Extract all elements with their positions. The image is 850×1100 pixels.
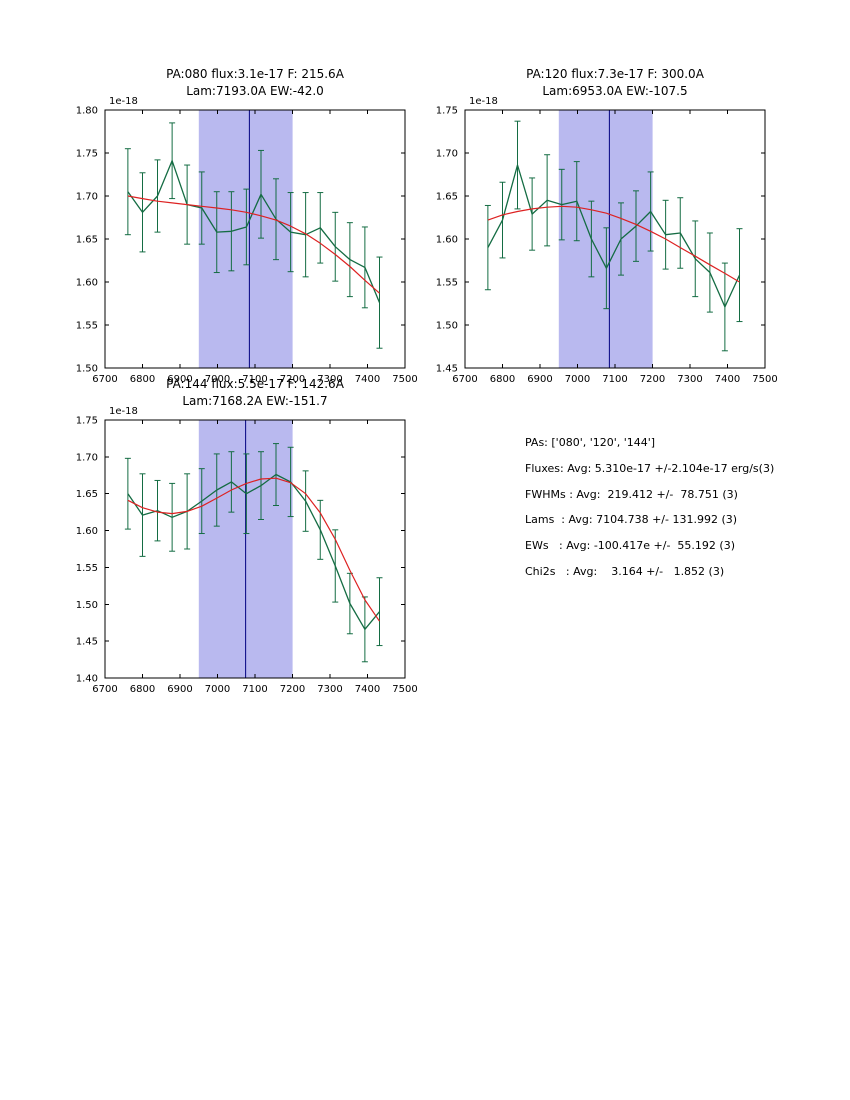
plot-title-line1: PA:144 flux:5.5e-17 F: 142.6A	[166, 377, 344, 391]
y-tick-label: 1.65	[436, 192, 458, 203]
plot-title-line1: PA:080 flux:3.1e-17 F: 215.6A	[166, 67, 344, 81]
plot-title-pa080: PA:080 flux:3.1e-17 F: 215.6A Lam:7193.0…	[105, 66, 405, 100]
y-tick-label: 1.50	[436, 321, 458, 332]
x-axis: 6700 6800 6900 7000 7100 7200 7300 7400 7500	[452, 110, 778, 385]
spectrum-line	[127, 160, 381, 303]
plot-title-line2: Lam:6953.0A EW:-107.5	[542, 84, 688, 98]
x-tick-label: 7400	[355, 684, 380, 695]
fit-curve	[487, 205, 740, 283]
stats-line-fwhms: FWHMs : Avg: 219.412 +/- 78.751 (3)	[525, 487, 738, 501]
x-tick-label: 7300	[317, 374, 342, 385]
plot-pa144: PA:144 flux:5.5e-17 F: 142.6A Lam:7168.2…	[50, 370, 420, 705]
y-tick-label: 1.40	[76, 674, 98, 685]
y-axis-offset-label: 1e-18	[469, 96, 498, 107]
x-tick-label: 7100	[242, 374, 267, 385]
highlight-band	[558, 110, 653, 368]
plot-title-line2: Lam:7168.2A EW:-151.7	[182, 394, 328, 408]
x-tick-label: 6800	[490, 374, 515, 385]
y-tick-label: 1.60	[436, 235, 458, 246]
y-tick-label: 1.80	[76, 106, 98, 117]
plot-svg: 6700 6800 6900 7000 7100 7200 7300 7400 75001.40…	[76, 406, 418, 695]
y-tick-label: 1.65	[76, 489, 98, 500]
highlight-band	[198, 110, 293, 368]
x-tick-label: 7200	[640, 374, 665, 385]
x-tick-label: 7300	[317, 684, 342, 695]
x-tick-label: 6700	[452, 374, 477, 385]
x-tick-label: 6700	[92, 684, 117, 695]
spectrum-line	[127, 473, 381, 630]
stats-line-pas: PAs: ['080', '120', '144']	[525, 436, 656, 449]
x-tick-label: 6900	[167, 684, 192, 695]
x-tick-label: 7400	[355, 374, 380, 385]
x-tick-label: 7400	[715, 374, 740, 385]
fit-curve	[127, 477, 380, 622]
stats-line-chi2s: Chi2s : Avg: 3.164 +/- 1.852 (3)	[525, 564, 725, 578]
spectrum-line	[487, 164, 741, 308]
x-tick-label: 7500	[392, 374, 417, 385]
y-tick-label: 1.70	[436, 149, 458, 160]
x-tick-label: 7100	[602, 374, 627, 385]
x-tick-label: 7000	[205, 374, 230, 385]
x-tick-label: 7200	[280, 684, 305, 695]
y-tick-label: 1.70	[76, 192, 98, 203]
x-axis: 6700 6800 6900 7000 7100 7200 7300 7400 7500	[92, 420, 418, 695]
x-tick-label: 6900	[167, 374, 192, 385]
x-tick-label: 6800	[130, 684, 155, 695]
y-tick-label: 1.65	[76, 235, 98, 246]
x-tick-label: 7500	[392, 684, 417, 695]
x-axis: 6700 6800 6900 7000 7100 7200 7300 7400 7500	[92, 110, 418, 385]
x-tick-label: 6800	[130, 374, 155, 385]
y-tick-label: 1.55	[76, 563, 98, 574]
x-tick-label: 6900	[527, 374, 552, 385]
y-tick-label: 1.50	[76, 364, 98, 375]
plot-title-pa144: PA:144 flux:5.5e-17 F: 142.6A Lam:7168.2…	[105, 376, 405, 410]
stats-line-fluxes: Fluxes: Avg: 5.310e-17 +/-2.104e-17 erg/…	[525, 461, 775, 475]
y-tick-label: 1.50	[76, 600, 98, 611]
y-tick-label: 1.75	[76, 416, 98, 427]
plot-svg: 6700 6800 6900 7000 7100 7200 7300 7400 75001.50…	[76, 96, 418, 385]
y-tick-label: 1.45	[76, 637, 98, 648]
y-tick-label: 1.45	[436, 364, 458, 375]
plot-title-line1: PA:120 flux:7.3e-17 F: 300.0A	[526, 67, 704, 81]
y-axis: 1.40 1.45 1.50 1.55 1.60 1.65 1.70 1.75	[76, 416, 405, 685]
x-tick-label: 7000	[565, 374, 590, 385]
stats-line-ews: EWs : Avg: -100.417e +/- 55.192 (3)	[525, 539, 735, 553]
x-tick-label: 7000	[205, 684, 230, 695]
plot-svg: 6700 6800 6900 7000 7100 7200 7300 7400 75001.45…	[436, 96, 778, 385]
fit-curve	[127, 195, 380, 294]
y-axis-offset-label: 1e-18	[109, 406, 138, 417]
y-tick-label: 1.60	[76, 278, 98, 289]
x-tick-label: 7100	[242, 684, 267, 695]
plot-title-line2: Lam:7193.0A EW:-42.0	[186, 84, 324, 98]
plot-title-pa120: PA:120 flux:7.3e-17 F: 300.0A Lam:6953.0…	[465, 66, 765, 100]
y-axis-offset-label: 1e-18	[109, 96, 138, 107]
x-tick-label: 7200	[280, 374, 305, 385]
stats-panel: PAs: ['080', '120', '144'] Fluxes: Avg: …	[525, 430, 774, 585]
y-tick-label: 1.75	[76, 149, 98, 160]
x-tick-label: 7300	[677, 374, 702, 385]
plot-pa080: PA:080 flux:3.1e-17 F: 215.6A Lam:7193.0…	[50, 60, 420, 395]
y-tick-label: 1.55	[436, 278, 458, 289]
plot-pa120: PA:120 flux:7.3e-17 F: 300.0A Lam:6953.0…	[410, 60, 780, 395]
y-axis: 1.45 1.50 1.55 1.60 1.65 1.70 1.75	[436, 106, 765, 375]
y-tick-label: 1.60	[76, 526, 98, 537]
y-tick-label: 1.55	[76, 321, 98, 332]
stats-line-lams: Lams : Avg: 7104.738 +/- 131.992 (3)	[525, 513, 738, 527]
y-tick-label: 1.75	[436, 106, 458, 117]
x-tick-label: 6700	[92, 374, 117, 385]
x-tick-label: 7500	[752, 374, 777, 385]
y-tick-label: 1.70	[76, 452, 98, 463]
y-axis: 1.50 1.55 1.60 1.65 1.70 1.75 1.80	[76, 106, 405, 375]
